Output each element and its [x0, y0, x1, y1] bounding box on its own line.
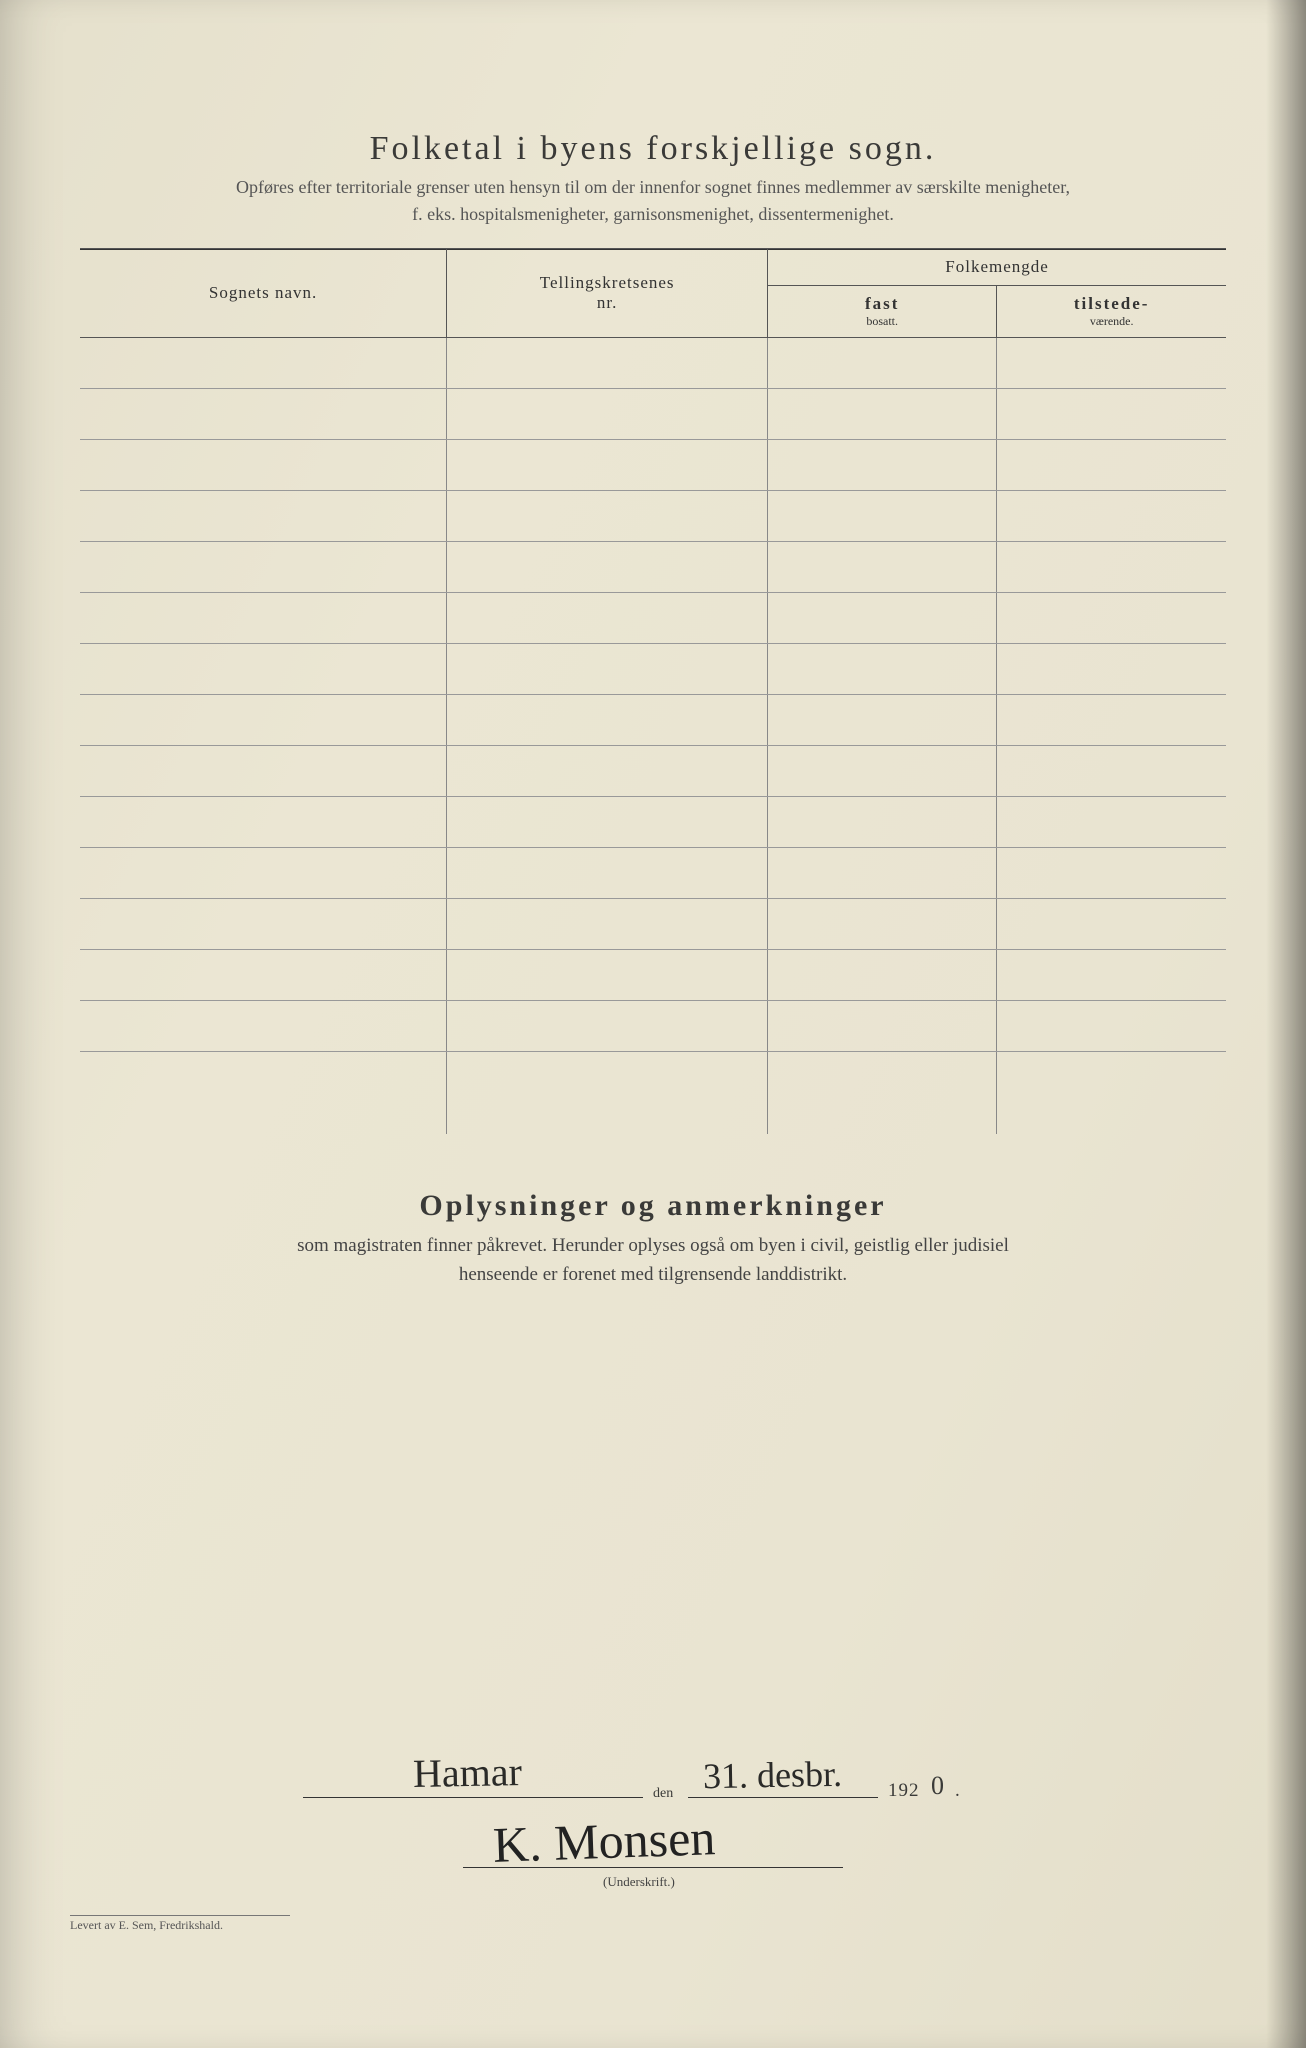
th-fast-l1: fast	[865, 294, 899, 313]
table-body	[80, 338, 1226, 1135]
table-row	[80, 338, 1226, 389]
sogn-table: Sognets navn. Tellingskretsenes nr. Folk…	[80, 248, 1226, 1134]
subtitle: Opføres efter territoriale grenser uten …	[128, 174, 1178, 228]
date-line: Hamar den 31. desbr. 192 0 .	[303, 1752, 1003, 1802]
main-title: Folketal i byens forskjellige sogn.	[80, 130, 1226, 168]
signature-handwritten: K. Monsen	[492, 1808, 716, 1874]
remarks-subtitle: som magistraten finner påkrevet. Herunde…	[203, 1231, 1103, 1290]
table-row	[80, 389, 1226, 440]
table-row	[80, 644, 1226, 695]
table-row	[80, 440, 1226, 491]
table-row	[80, 848, 1226, 899]
remarks-section: Oplysninger og anmerkninger som magistra…	[80, 1189, 1226, 1290]
subtitle-line1: Opføres efter territoriale grenser uten …	[236, 177, 1070, 197]
th-folkemengde: Folkemengde	[768, 249, 1226, 286]
th-fast: fast bosatt.	[768, 286, 997, 338]
th-til-l2: værende.	[1003, 314, 1220, 329]
date-rule	[688, 1797, 878, 1798]
table-row	[80, 491, 1226, 542]
place-handwritten: Hamar	[413, 1748, 523, 1797]
th-tilstede: tilstede- værende.	[997, 286, 1226, 338]
den-label: den	[653, 1786, 673, 1802]
table-row	[80, 695, 1226, 746]
table-row	[80, 797, 1226, 848]
th-krets-l1: Tellingskretsenes	[540, 273, 675, 292]
th-krets-l2: nr.	[597, 293, 617, 312]
th-sogn: Sognets navn.	[80, 249, 447, 338]
underskrift-label: (Underskrift.)	[603, 1874, 675, 1890]
table-row	[80, 899, 1226, 950]
th-til-l1: tilstede-	[1074, 294, 1150, 313]
year-period: .	[955, 1780, 960, 1802]
page-edge-shadow	[1266, 0, 1306, 2048]
signature-area: Hamar den 31. desbr. 192 0 . K. Monsen (…	[303, 1752, 1003, 1878]
place-rule	[303, 1797, 643, 1798]
th-fast-l2: bosatt.	[774, 314, 990, 329]
year-hand-digit: 0	[931, 1771, 944, 1801]
printer-footer: Levert av E. Sem, Fredrikshald.	[70, 1915, 290, 1933]
table-row	[80, 593, 1226, 644]
date-handwritten: 31. desbr.	[703, 1753, 843, 1797]
table-row	[80, 1052, 1226, 1135]
year-printed: 192	[888, 1780, 920, 1802]
remarks-title: Oplysninger og anmerkninger	[80, 1189, 1226, 1223]
document-page: Folketal i byens forskjellige sogn. Opfø…	[0, 0, 1306, 2048]
title-block: Folketal i byens forskjellige sogn. Opfø…	[80, 130, 1226, 228]
subtitle-line2: f. eks. hospitalsmenigheter, garnisonsme…	[412, 204, 894, 224]
th-krets: Tellingskretsenes nr.	[447, 249, 768, 338]
table-row	[80, 950, 1226, 1001]
remarks-line1: som magistraten finner påkrevet. Herunde…	[297, 1235, 1009, 1256]
table-row	[80, 746, 1226, 797]
table-row	[80, 542, 1226, 593]
table-row	[80, 1001, 1226, 1052]
signature-line: K. Monsen (Underskrift.)	[303, 1808, 1003, 1878]
remarks-line2: henseende er forenet med tilgrensende la…	[459, 1264, 847, 1285]
